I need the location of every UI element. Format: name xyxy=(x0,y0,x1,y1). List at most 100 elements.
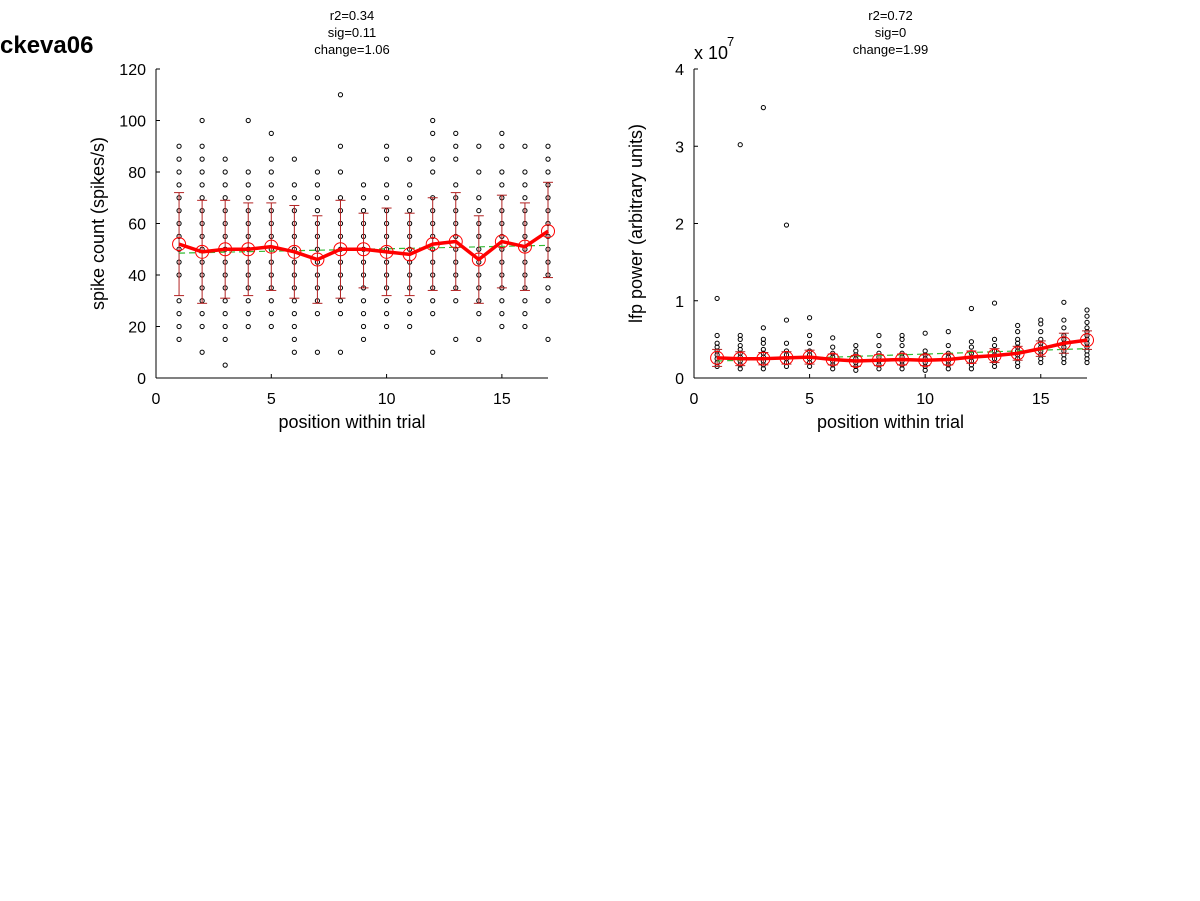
chart-0-data-point xyxy=(222,311,228,317)
chart-0-data-point xyxy=(291,298,297,304)
chart-0-mean-marker xyxy=(448,234,463,249)
chart-1-x-tick-label: 5 xyxy=(805,391,814,408)
chart-0-data-point xyxy=(522,323,528,330)
chart-1-mean-marker xyxy=(987,348,1002,363)
chart-0-data-point xyxy=(407,182,413,188)
chart-0-data-point xyxy=(360,311,367,317)
chart-1-mean-marker xyxy=(964,350,979,365)
chart-0-data-point xyxy=(360,336,367,342)
chart-1-data-point xyxy=(714,340,720,346)
chart-0-data-point xyxy=(314,208,321,214)
chart-0-data-point xyxy=(499,130,505,136)
chart-1-mean-marker xyxy=(779,350,794,365)
chart-1-data-point xyxy=(991,336,998,342)
chart-0-data-point xyxy=(199,311,205,317)
chart-1-data-point xyxy=(806,315,813,321)
chart-0-data-point xyxy=(291,156,297,162)
chart-1-x-tick-label: 10 xyxy=(916,391,934,408)
chart-1-data-point xyxy=(737,142,743,148)
chart-0-data-point xyxy=(199,117,205,124)
chart-0-data-point xyxy=(499,182,505,188)
chart-0-mean-marker xyxy=(172,237,187,252)
chart-1-data-point xyxy=(714,332,720,339)
chart-1-mean-marker xyxy=(848,354,863,369)
chart-0-data-point xyxy=(337,195,344,201)
chart-0-data-point xyxy=(453,143,459,149)
chart-1-exponent-power: 7 xyxy=(727,34,734,49)
chart-0-data-point xyxy=(383,143,390,149)
chart-0-data-point xyxy=(176,156,182,162)
chart-0-data-point xyxy=(245,323,251,330)
chart-0-data-point xyxy=(360,298,367,304)
chart-1-data-point xyxy=(968,305,975,312)
chart-0-x-tick-label: 5 xyxy=(267,391,276,408)
chart-1-data-point xyxy=(1061,325,1067,331)
chart-0-data-point xyxy=(337,143,344,149)
chart-0-mean-marker xyxy=(379,244,394,259)
chart-0-data-point xyxy=(222,169,228,175)
chart-1-data-point xyxy=(853,348,859,354)
chart-0-data-point xyxy=(407,195,413,201)
chart-0-data-point xyxy=(337,92,344,98)
chart-0-data-point xyxy=(245,169,251,175)
chart-1-mean-marker xyxy=(1010,346,1025,361)
chart-0-title-line: r2=0.34 xyxy=(330,8,374,23)
chart-1-title-line: sig=0 xyxy=(875,25,906,40)
chart-0-data-point xyxy=(337,349,344,355)
chart-0-data-point xyxy=(407,156,413,162)
chart-0-title-line: change=1.06 xyxy=(314,42,390,57)
chart-0-data-point xyxy=(360,195,367,201)
chart-0-mean-marker xyxy=(195,244,210,259)
chart-0-data-point xyxy=(545,336,551,342)
chart-0-data-point xyxy=(337,169,344,175)
chart-0-mean-marker xyxy=(356,242,371,257)
chart-0-data-point xyxy=(314,169,321,175)
chart-0-data-point xyxy=(453,298,459,304)
chart-0-y-tick-label: 80 xyxy=(128,165,146,182)
chart-0-data-point xyxy=(430,156,436,162)
chart-1-data-point xyxy=(968,344,975,350)
chart-1-mean-marker xyxy=(733,351,748,366)
chart-0-data-point xyxy=(291,182,297,188)
chart-0-data-point xyxy=(268,182,274,188)
chart-1-mean-marker xyxy=(871,353,886,368)
chart-0-data-point xyxy=(499,169,505,175)
chart-1-data-point xyxy=(1015,329,1021,335)
chart-0-data-point xyxy=(545,298,551,304)
chart-1-data-point xyxy=(899,332,905,339)
chart-1-mean-marker xyxy=(756,351,771,366)
chart-0-data-point xyxy=(314,182,321,188)
chart-0-data-point xyxy=(291,336,297,342)
chart-1-data-point xyxy=(783,340,790,346)
chart-0-x-tick-label: 0 xyxy=(152,391,161,408)
chart-1-data-point xyxy=(760,346,766,353)
chart-0-data-point xyxy=(430,169,436,175)
chart-0-mean-marker xyxy=(218,242,233,257)
chart-0-data-point xyxy=(222,182,228,188)
chart-1-data-point xyxy=(806,332,813,339)
chart-0-data-point xyxy=(291,311,297,317)
chart-0-data-point xyxy=(430,349,436,355)
chart-0-data-point xyxy=(522,311,528,317)
chart-1-mean-marker xyxy=(1080,333,1094,348)
chart-0-data-point xyxy=(314,349,321,355)
chart-1-data-point xyxy=(783,317,790,323)
chart-1-mean-marker xyxy=(918,353,933,368)
chart-1-data-point xyxy=(1061,317,1067,323)
chart-0-y-tick-label: 0 xyxy=(137,371,146,388)
chart-0-y-tick-label: 60 xyxy=(128,217,146,234)
chart-0-data-point xyxy=(199,182,205,188)
chart-1-data-point xyxy=(968,339,975,345)
chart-0-x-tick-label: 10 xyxy=(378,391,396,408)
chart-0-data-point xyxy=(360,208,367,214)
chart-0-data-point xyxy=(545,143,551,149)
chart-1-exponent-label: x 10 xyxy=(694,43,728,63)
chart-0-data-point xyxy=(222,195,228,201)
chart-0-data-point xyxy=(407,311,413,317)
chart-0-data-point xyxy=(499,323,505,330)
chart-1-data-point xyxy=(1084,307,1090,313)
chart-0-data-point xyxy=(268,169,274,175)
chart-1-data-point xyxy=(760,325,766,331)
chart-1-mean-marker xyxy=(802,350,817,365)
